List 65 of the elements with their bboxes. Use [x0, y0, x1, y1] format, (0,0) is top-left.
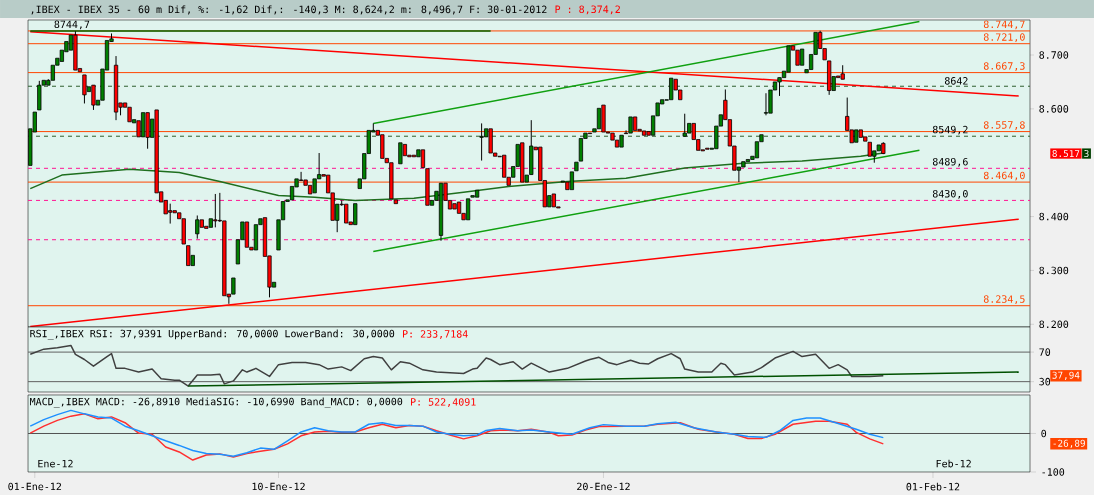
- text: 3: [1084, 150, 1089, 158]
- candlestick: [601, 104, 606, 133]
- x-tick-label: 10-Ene-12: [252, 482, 305, 491]
- candlestick: [574, 161, 579, 172]
- candlestick: [186, 245, 191, 266]
- chart-subtitle: P : 8,374,2: [555, 5, 620, 15]
- chart-subtitle: P: 233,7184: [403, 330, 468, 339]
- ref-line-label: 8.464,0: [983, 171, 1025, 181]
- chart-title: RSI_,IBEX RSI: 37,9391 UpperBand: 70,0000 LowerBand: 30,0000: [30, 329, 395, 340]
- series-label: 8744,7: [54, 20, 90, 30]
- y-tick-label: 8.600: [1039, 105, 1069, 113]
- candlestick: [452, 203, 457, 210]
- candlestick: [474, 189, 480, 198]
- candlestick: [641, 130, 647, 136]
- chart-title: ,IBEX - IBEX 35 - 60 m Dif, %: -1,62 Dif,: -140,3 M: 8,624,2 m: 8,496,7 F: 30-01-2012: [31, 5, 547, 15]
- y-tick-label: -100: [1042, 468, 1065, 476]
- candlestick: [619, 134, 624, 148]
- annotation: Ene-12: [38, 459, 73, 468]
- ref-line-label: 8.744,7: [983, 20, 1025, 30]
- candlestick: [398, 142, 403, 165]
- text: -26,89: [1053, 439, 1085, 448]
- x-tick-label: 20-Ene-12: [577, 482, 630, 491]
- candlestick: [628, 116, 633, 134]
- ref-line-label: 8.234,5: [983, 295, 1025, 305]
- ref-line-label: 8.667,3: [983, 62, 1025, 72]
- candlestick: [140, 112, 146, 138]
- candlestick: [82, 74, 87, 104]
- y-tick-label: 8.400: [1039, 212, 1069, 221]
- ref-line-label: 8.721,0: [983, 33, 1025, 43]
- candlestick: [195, 215, 200, 240]
- candlestick: [479, 122, 484, 162]
- y-tick-label: 70: [1039, 348, 1051, 356]
- y-tick-label: 8.700: [1039, 51, 1069, 59]
- candlestick: [231, 277, 236, 295]
- candlestick: [465, 198, 471, 221]
- x-tick-label: 01-Ene-12: [8, 482, 62, 491]
- candlestick: [420, 149, 426, 168]
- ref-line-label: 8.557,8: [983, 121, 1025, 130]
- candlestick: [312, 178, 317, 194]
- candlestick: [569, 171, 574, 191]
- ref-line-label: 8642: [944, 77, 968, 85]
- candlestick: [127, 106, 132, 123]
- candlestick: [596, 107, 602, 130]
- chart-title: MACD_,IBEX MACD: -26,8910 MediaSIG: -10,6990 Band_MACD: 0,0000: [30, 397, 403, 408]
- text: 37,94: [1052, 371, 1080, 380]
- candlestick: [763, 92, 769, 116]
- y-tick-label: 30: [1039, 377, 1051, 386]
- candlestick: [587, 132, 593, 135]
- candlestick: [799, 48, 805, 66]
- y-tick-label: 8.300: [1039, 266, 1069, 275]
- ref-line-label: 8430,0: [932, 189, 968, 199]
- candlestick: [682, 113, 687, 137]
- y-tick-label: 8.200: [1039, 320, 1069, 329]
- annotation: Feb-12: [936, 459, 971, 468]
- candlestick: [795, 49, 800, 66]
- candlestick: [91, 84, 96, 111]
- candlestick: [632, 116, 638, 131]
- candlestick: [425, 168, 430, 206]
- text: 8.517: [1052, 150, 1080, 158]
- ref-line-label: 8489,6: [932, 157, 968, 167]
- candlestick: [244, 221, 250, 248]
- y-tick-label: 0: [1041, 429, 1047, 438]
- candlestick: [741, 161, 746, 168]
- chart-subtitle: P: 522,4091: [411, 398, 476, 407]
- x-tick-label: 01-Feb-12: [906, 482, 960, 491]
